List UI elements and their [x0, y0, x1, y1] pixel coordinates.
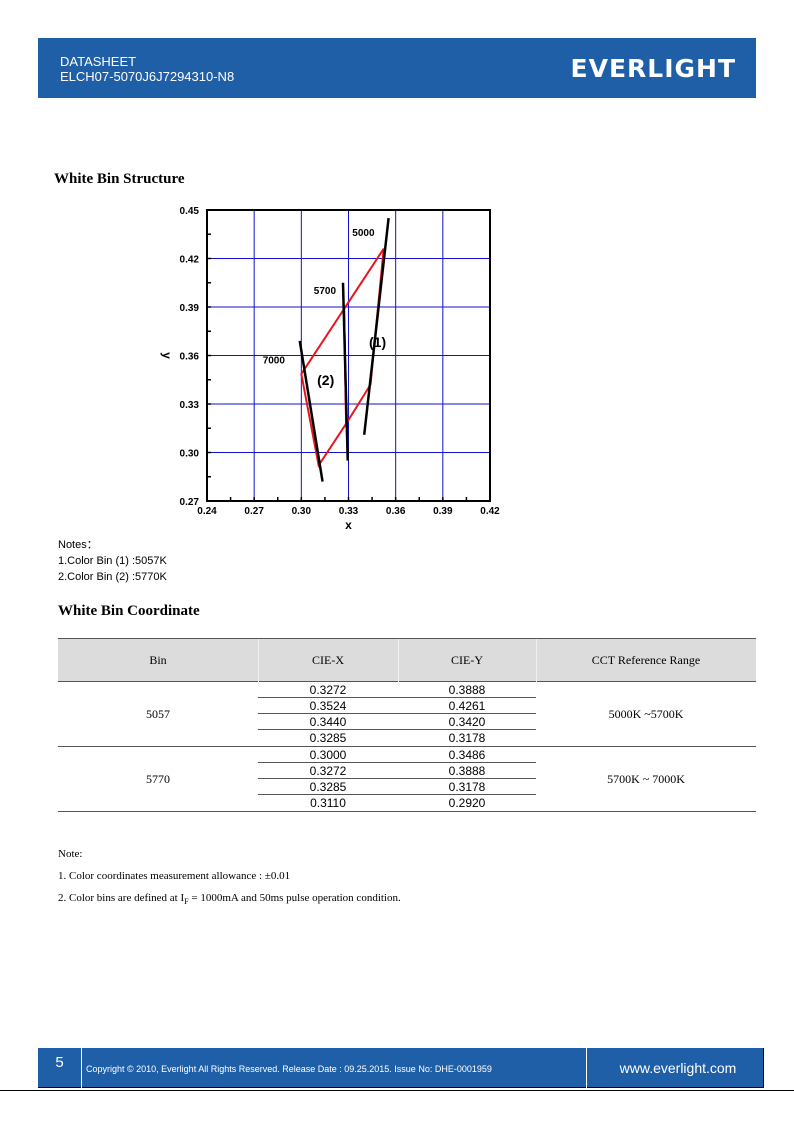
cie-y-cell: 0.3888: [448, 764, 486, 778]
cie-y-cell: 0.3888: [448, 683, 486, 697]
table-row: 0.3110 0.2920: [258, 795, 536, 811]
note2-title: Note:: [58, 848, 83, 860]
header-cie-y: CIE-Y: [451, 653, 483, 667]
header-divider: [398, 639, 399, 682]
x-tick-label: 0.33: [339, 506, 359, 517]
y-tick-label: 0.42: [180, 255, 200, 266]
footer-bar: 5 Copyright © 2010, Everlight All Rights…: [38, 1048, 764, 1088]
x-axis-label: x: [345, 518, 352, 532]
cie-x-cell: 0.3285: [309, 731, 347, 745]
footer-divider: [586, 1048, 587, 1088]
y-tick-label: 0.39: [180, 303, 200, 314]
cie-x-cell: 0.3110: [310, 796, 346, 810]
x-tick-label: 0.27: [244, 506, 264, 517]
x-tick-label: 0.39: [433, 506, 453, 517]
cct-label: 7000: [263, 356, 286, 367]
header-cie-x: CIE-X: [312, 653, 344, 667]
header-bin: Bin: [149, 653, 167, 667]
cie-x-cell: 0.3000: [309, 748, 347, 762]
header-title: DATASHEET ELCH07-5070J6J7294310-N8: [60, 54, 234, 84]
y-tick-label: 0.45: [180, 206, 200, 217]
table-row: 0.3285 0.3178: [258, 779, 536, 795]
table-header: Bin CIE-X CIE-Y CCT Reference Range: [58, 638, 756, 682]
section-title-bin-structure: White Bin Structure: [54, 171, 185, 187]
cie-y-cell: 0.3486: [448, 748, 486, 762]
header-line2: ELCH07-5070J6J7294310-N8: [60, 69, 235, 84]
cie-x-cell: 0.3285: [309, 780, 347, 794]
cie-y-cell: 0.3178: [448, 731, 486, 745]
cie-x-cell: 0.3524: [309, 699, 347, 713]
note-item: 2.Color Bin (2) :5770K: [58, 571, 167, 583]
page-number: 5: [38, 1048, 82, 1088]
bin-label: (2): [317, 372, 334, 388]
table-row: 0.3524 0.4261: [258, 698, 536, 714]
section-title-bin-coordinate: White Bin Coordinate: [58, 603, 200, 619]
x-tick-label: 0.36: [386, 506, 406, 517]
bin-label: (1): [369, 334, 386, 350]
notes-title: Notes：: [58, 539, 98, 551]
note2-item2-pre: 2. Color bins are defined at I: [58, 892, 185, 904]
footer-rule: [0, 1090, 794, 1091]
table-row: 0.3272 0.3888: [258, 682, 536, 698]
note2-item2: 2. Color bins are defined at IF = 1000mA…: [58, 887, 401, 913]
cie-y-cell: 0.4261: [448, 699, 486, 713]
note2-item1: 1. Color coordinates measurement allowan…: [58, 870, 291, 882]
table-row: 0.3272 0.3888: [258, 763, 536, 779]
cie-y-cell: 0.2920: [448, 796, 486, 810]
header-divider: [536, 639, 537, 682]
cct-range-cell: 5700K ~ 7000K: [607, 772, 685, 786]
measurement-notes: Note: 1. Color coordinates measurement a…: [58, 843, 401, 913]
cie-x-cell: 0.3272: [309, 683, 347, 697]
bin-cell: 5057: [146, 707, 170, 721]
note2-item2-post: = 1000mA and 50ms pulse operation condit…: [188, 892, 401, 904]
cie-x-cell: 0.3440: [309, 715, 347, 729]
cct-isotherm-line: [298, 340, 324, 482]
copyright-text: Copyright © 2010, Everlight All Rights R…: [86, 1064, 492, 1074]
x-tick-label: 0.30: [292, 506, 312, 517]
website-link[interactable]: www.everlight.com: [619, 1060, 737, 1076]
note2-item2-sub: F: [184, 897, 189, 907]
y-tick-label: 0.36: [180, 352, 200, 363]
header-bar: DATASHEET ELCH07-5070J6J7294310-N8 EVERL…: [38, 38, 756, 98]
y-tick-label: 0.33: [180, 400, 200, 411]
cie-y-cell: 0.3420: [448, 715, 486, 729]
table-row: 0.3285 0.3178: [258, 730, 536, 746]
chart-notes: Notes： 1.Color Bin (1) :5057K 2.Color Bi…: [58, 537, 167, 585]
table-group-5057: 5057 0.3272 0.3888 0.3524 0.4261 0.3440 …: [58, 682, 756, 747]
x-tick-label: 0.24: [197, 506, 217, 517]
header-line1: DATASHEET: [60, 54, 137, 69]
cie-x-cell: 0.3272: [309, 764, 347, 778]
cct-range-cell: 5000K ~5700K: [608, 707, 684, 721]
bin-coordinate-table: Bin CIE-X CIE-Y CCT Reference Range 5057…: [58, 638, 756, 812]
x-tick-label: 0.42: [480, 506, 500, 517]
bin-cell: 5770: [146, 772, 170, 786]
table-row: 0.3440 0.3420: [258, 714, 536, 730]
note-item: 1.Color Bin (1) :5057K: [58, 555, 167, 567]
y-tick-label: 0.27: [180, 497, 200, 508]
cie-y-cell: 0.3178: [448, 780, 486, 794]
cct-label: 5700: [314, 286, 337, 297]
header-cct: CCT Reference Range: [591, 653, 701, 667]
header-divider: [258, 639, 259, 682]
y-tick-label: 0.30: [180, 449, 200, 460]
table-group-5770: 5770 0.3000 0.3486 0.3272 0.3888 0.3285 …: [58, 747, 756, 812]
everlight-logo: EVERLIGHT: [570, 54, 736, 83]
bin-structure-chart: 0.24 0.27 0.30 0.33 0.36 0.39 0.420.270.300.33…: [160, 206, 500, 532]
cct-isotherm-line: [341, 282, 349, 461]
y-axis-label: y: [160, 352, 174, 359]
table-row: 0.3000 0.3486: [258, 747, 536, 763]
cct-label: 5000: [352, 228, 375, 239]
cct-isotherm-line: [362, 217, 390, 435]
